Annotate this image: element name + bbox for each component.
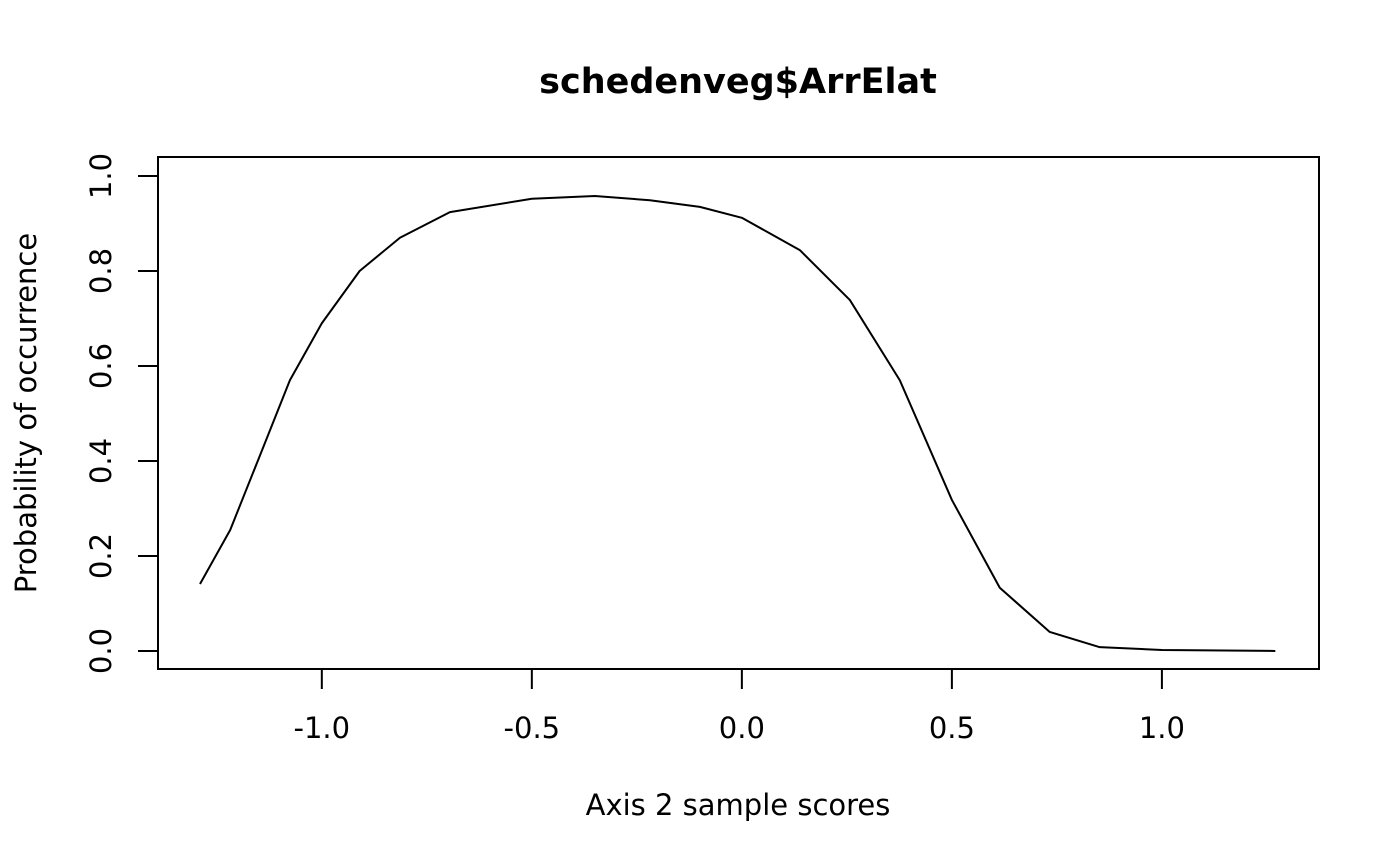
y-tick-label: 0.8 <box>84 248 118 294</box>
y-tick-label: 0.4 <box>84 438 118 484</box>
x-tick-label: 0.5 <box>929 711 975 745</box>
y-tick-label: 0.6 <box>84 343 118 389</box>
x-tick-label: -1.0 <box>294 711 351 745</box>
y-axis-label: Probability of occurrence <box>9 233 43 593</box>
x-tick-label: -0.5 <box>504 711 561 745</box>
x-axis-label: Axis 2 sample scores <box>586 788 891 822</box>
x-tick-label: 0.0 <box>719 711 765 745</box>
y-tick-label: 0.2 <box>84 533 118 579</box>
y-tick-label: 1.0 <box>84 153 118 199</box>
line-series <box>199 194 1276 652</box>
x-tick-label: 1.0 <box>1139 711 1185 745</box>
y-tick-label: 0.0 <box>84 628 118 674</box>
plot-box <box>157 156 1320 670</box>
chart-title: schedenveg$ArrElat <box>539 62 937 102</box>
